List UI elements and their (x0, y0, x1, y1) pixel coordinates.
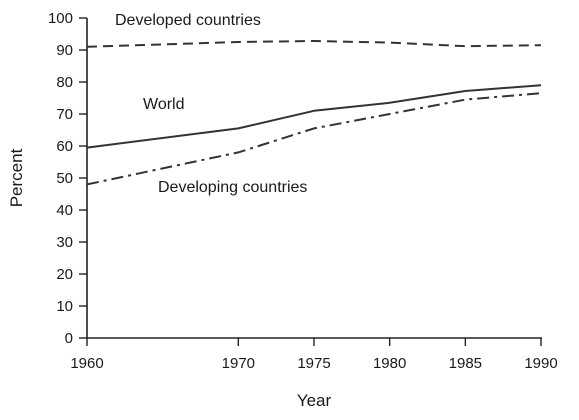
y-ticks: 0 10 20 30 40 50 60 70 80 90 100 (48, 10, 87, 347)
x-axis-title: Year (297, 391, 332, 410)
series-label-developed-countries: Developed countries (115, 12, 261, 29)
y-tick-label: 90 (56, 42, 73, 59)
y-tick-label: 100 (48, 10, 73, 27)
series-line-developed-countries (86, 40, 542, 48)
y-tick-label: 40 (56, 202, 73, 219)
series-annotations: Developed countries World Developing count… (115, 12, 307, 196)
plot-frame (86, 18, 542, 339)
y-tick-label: 80 (56, 74, 73, 91)
x-tick-label: 1990 (524, 355, 557, 372)
series-label-world: World (143, 96, 185, 113)
x-tick-label: 1975 (297, 355, 330, 372)
series-line-developing-countries (86, 92, 542, 186)
y-tick-label: 50 (56, 170, 73, 187)
x-tick-label: 1980 (373, 355, 406, 372)
y-tick-label: 20 (56, 266, 73, 283)
y-tick-label: 60 (56, 138, 73, 155)
y-tick-label: 0 (65, 330, 73, 347)
x-tick-label: 1960 (70, 355, 103, 372)
y-tick-label: 30 (56, 234, 73, 251)
series-line-world (86, 84, 542, 149)
series-lines (86, 40, 542, 186)
x-tick-label: 1985 (449, 355, 482, 372)
x-tick-label: 1970 (222, 355, 255, 372)
y-tick-label: 10 (56, 298, 73, 315)
y-axis-title: Percent (7, 148, 26, 207)
x-ticks: 1960 1970 1975 1980 1985 1990 (70, 338, 558, 372)
y-tick-label: 70 (56, 106, 73, 123)
series-label-developing-countries: Developing countries (158, 179, 307, 196)
